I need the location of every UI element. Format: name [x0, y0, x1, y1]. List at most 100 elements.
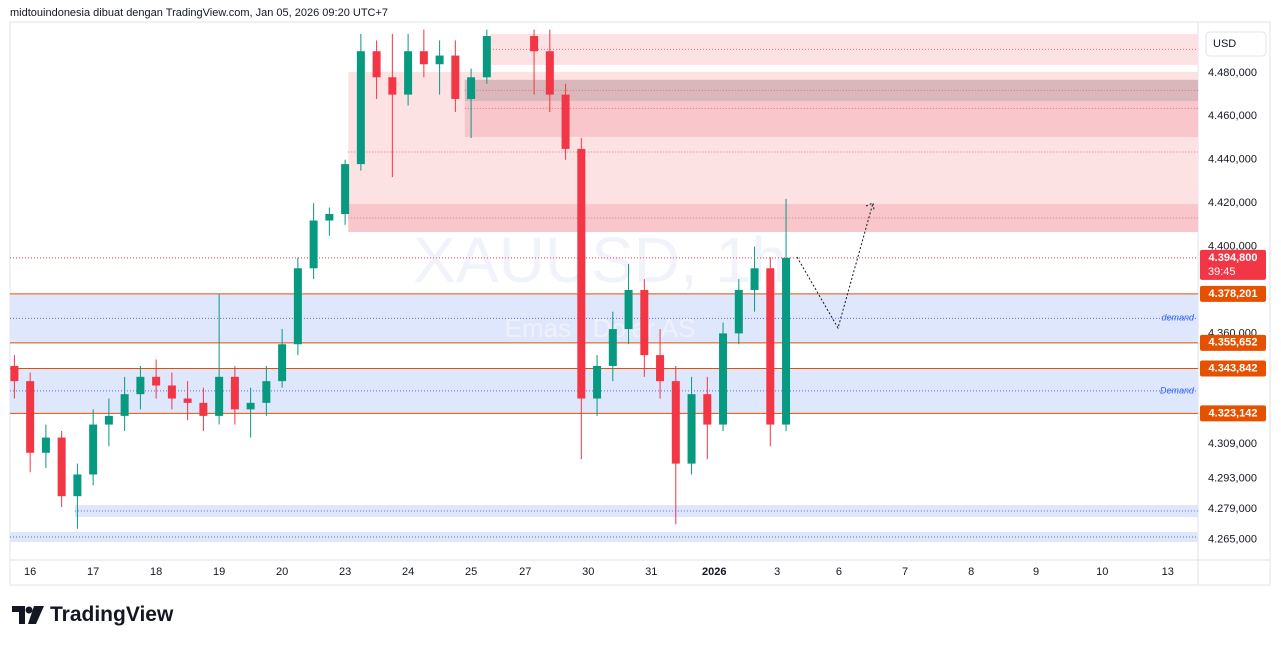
y-tick-label: 4.420,000 — [1208, 197, 1257, 209]
candle-body — [640, 289, 649, 356]
candle-body — [152, 376, 161, 386]
last-price-label: 4.394,800 — [1209, 252, 1258, 264]
candle-body — [341, 164, 350, 215]
x-tick-label: 23 — [339, 566, 351, 578]
candle-body — [104, 415, 113, 425]
y-tick-label: 4.400,000 — [1208, 240, 1257, 252]
candle-body — [671, 381, 680, 464]
candle-body — [593, 365, 602, 399]
candle-body — [656, 355, 665, 382]
zone-label: demand — [1161, 313, 1195, 323]
watermark: XAUUSD, 1h — [413, 224, 786, 296]
candle-body — [624, 289, 633, 330]
candle-body — [687, 394, 696, 464]
x-tick-label: 27 — [519, 566, 531, 578]
candle-body — [561, 94, 570, 149]
candle-body — [10, 365, 19, 382]
y-tick-label: 4.440,000 — [1208, 154, 1257, 166]
caption: midtouindonesia dibuat dengan TradingVie… — [10, 7, 389, 19]
x-tick-label: 2026 — [702, 566, 726, 578]
candle-body — [482, 36, 491, 78]
currency: USD — [1213, 38, 1236, 50]
candle-body — [325, 214, 334, 221]
candle-body — [41, 437, 50, 453]
candle-body — [262, 381, 271, 403]
candle-body — [230, 376, 239, 410]
x-tick-label: 17 — [87, 566, 99, 578]
candle-body — [215, 376, 224, 416]
countdown: 39:45 — [1208, 266, 1236, 278]
y-tick-label: 4.480,000 — [1208, 67, 1257, 79]
level-tag-label: 4.355,652 — [1209, 337, 1258, 349]
candle-body — [73, 474, 82, 497]
candle-body — [577, 148, 586, 399]
x-tick-label: 8 — [968, 566, 974, 578]
candle-body — [57, 437, 66, 497]
axes: 16 17 18 19 20 23 24 25 27 30 31 2026 3 6 7 8 9 10 13 4.480… — [24, 67, 1266, 578]
x-tick-label: 6 — [836, 566, 842, 578]
y-tick-label: 4.279,000 — [1208, 503, 1257, 515]
candles — [10, 29, 791, 529]
x-tick-label: 13 — [1162, 566, 1174, 578]
x-tick-label: 24 — [402, 566, 414, 578]
x-tick-label: 3 — [774, 566, 780, 578]
zones: demand Demand — [10, 33, 1198, 542]
x-tick-label: 31 — [645, 566, 657, 578]
level-tag-label: 4.323,142 — [1209, 407, 1258, 419]
candle-body — [309, 220, 318, 269]
candle-body — [372, 51, 381, 78]
level-tag — [1200, 360, 1266, 377]
candle-body — [435, 55, 444, 65]
x-tick-label: 30 — [582, 566, 594, 578]
zone-label: Demand — [1160, 385, 1195, 395]
candle-body — [419, 51, 428, 65]
candle-body — [719, 333, 728, 425]
y-tick-label: 4.309,000 — [1208, 438, 1257, 450]
x-tick-label: 20 — [276, 566, 288, 578]
levels — [10, 257, 1198, 414]
candle-body — [608, 329, 617, 366]
projection-arrow — [796, 202, 875, 330]
level-tag — [1200, 334, 1266, 351]
level-tag — [1200, 285, 1266, 302]
candle-body — [167, 385, 176, 399]
y-tick-label: 4.293,000 — [1208, 473, 1257, 485]
candle-body — [183, 398, 192, 403]
y-tick-label: 4.265,000 — [1208, 534, 1257, 546]
y-tick-label: 4.460,000 — [1208, 110, 1257, 122]
watermark-sub: Emas / Dolar AS — [505, 313, 696, 343]
x-tick-label: 7 — [902, 566, 908, 578]
candle-body — [89, 424, 98, 475]
level-tag-label: 4.343,842 — [1209, 362, 1258, 374]
x-tick-label: 19 — [213, 566, 225, 578]
candle-body — [766, 268, 775, 425]
level-tag — [1200, 405, 1266, 422]
last-price-tag — [1200, 249, 1266, 280]
candle-body — [467, 77, 476, 99]
x-tick-label: 16 — [24, 566, 36, 578]
candle-body — [404, 51, 413, 95]
currency-box — [1205, 31, 1267, 57]
candle-body — [782, 257, 791, 425]
candle-body — [734, 289, 743, 334]
logo-icon — [12, 606, 44, 624]
candle-body — [278, 344, 287, 382]
candle-body — [451, 55, 460, 99]
candle-body — [356, 51, 365, 165]
candle-body — [246, 402, 255, 410]
x-tick-label: 9 — [1033, 566, 1039, 578]
brand-logo: TradingView — [12, 603, 173, 627]
brand: TradingView — [50, 603, 174, 626]
x-tick-label: 18 — [150, 566, 162, 578]
candle-body — [120, 394, 129, 416]
candle-body — [545, 51, 554, 95]
candle-body — [530, 36, 539, 52]
level-tag-label: 4.378,201 — [1209, 288, 1258, 300]
candle-body — [388, 77, 397, 95]
candle-body — [293, 268, 302, 345]
candle-body — [26, 381, 35, 453]
x-tick-label: 10 — [1096, 566, 1108, 578]
x-tick-label: 25 — [465, 566, 477, 578]
